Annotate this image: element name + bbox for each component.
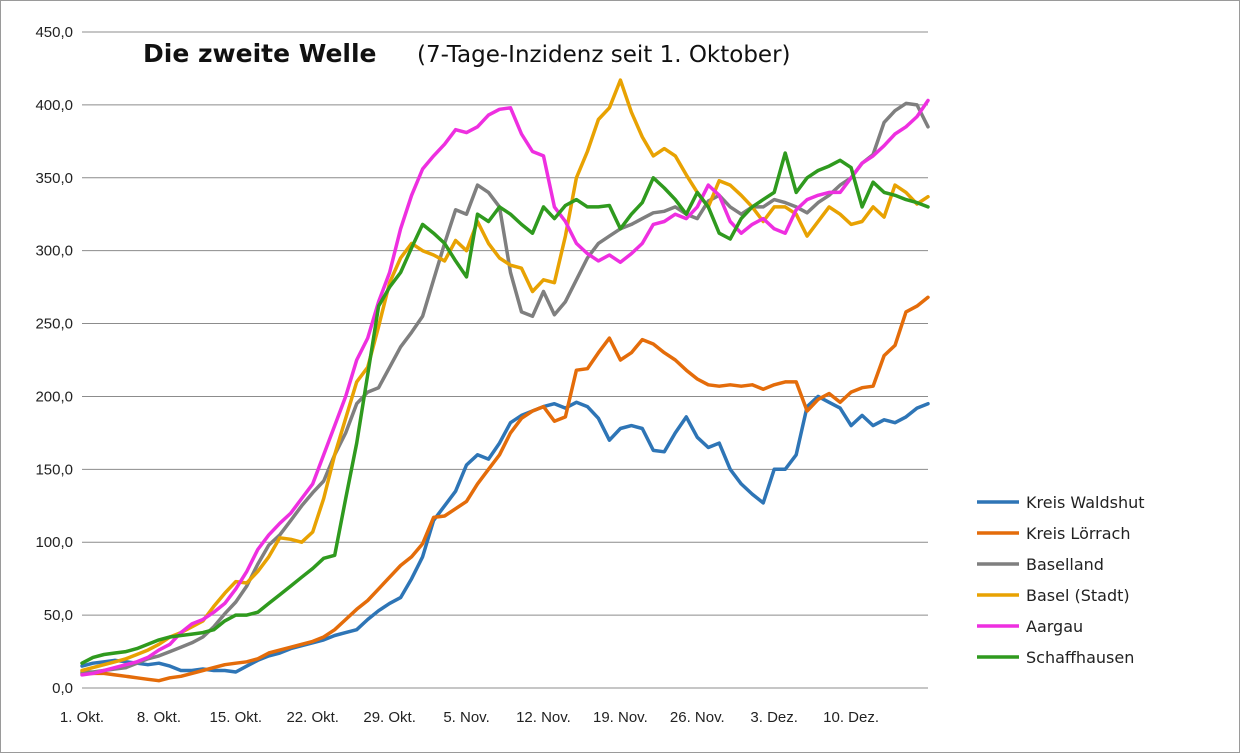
series-line-schaffhausen xyxy=(80,151,930,665)
x-tick-label: 29. Okt. xyxy=(363,709,416,726)
x-tick-label: 8. Okt. xyxy=(137,709,181,726)
legend-item: Schaffhausen xyxy=(977,648,1134,667)
y-tick-label: 200,0 xyxy=(35,388,73,405)
series-line-basel-stadt xyxy=(80,78,930,673)
y-tick-label: 150,0 xyxy=(35,461,73,478)
x-tick-label: 10. Dez. xyxy=(823,709,879,726)
legend-label: Kreis Waldshut xyxy=(1026,493,1145,512)
y-tick-label: 100,0 xyxy=(35,534,73,551)
y-tick-label: 50,0 xyxy=(44,607,73,624)
legend-item: Kreis Waldshut xyxy=(977,493,1145,512)
legend-label: Schaffhausen xyxy=(1026,648,1134,667)
series-line-kreis-l-rrach xyxy=(80,295,930,683)
y-tick-label: 0,0 xyxy=(52,680,73,697)
series-line-aargau xyxy=(80,98,930,677)
legend-label: Aargau xyxy=(1026,617,1083,636)
y-tick-label: 350,0 xyxy=(35,170,73,187)
legend-item: Basel (Stadt) xyxy=(977,586,1130,605)
legend: Kreis Waldshut Kreis Lörrach Baselland Base… xyxy=(977,493,1145,667)
x-tick-label: 3. Dez. xyxy=(750,709,798,726)
x-tick-label: 15. Okt. xyxy=(210,709,263,726)
x-tick-label: 5. Nov. xyxy=(443,709,489,726)
x-axis-tick-labels: 1. Okt. 8. Okt. 15. Okt. 22. Okt. 29. Okt. 5.… xyxy=(60,709,879,726)
gridlines xyxy=(82,31,928,616)
x-tick-label: 19. Nov. xyxy=(593,709,648,726)
legend-item: Kreis Lörrach xyxy=(977,524,1130,543)
legend-label: Kreis Lörrach xyxy=(1026,524,1130,543)
series-line-kreis-waldshut xyxy=(80,394,930,674)
series-line-baselland xyxy=(80,101,930,674)
y-tick-label: 300,0 xyxy=(35,243,73,260)
x-tick-label: 1. Okt. xyxy=(60,709,104,726)
x-tick-label: 22. Okt. xyxy=(286,709,339,726)
chart-subtitle: (7-Tage-Inzidenz seit 1. Oktober) xyxy=(417,42,791,68)
y-tick-label: 450,0 xyxy=(35,24,73,41)
series-lines xyxy=(80,78,930,683)
x-tick-label: 26. Nov. xyxy=(670,709,725,726)
legend-item: Aargau xyxy=(977,617,1083,636)
legend-label: Baselland xyxy=(1026,555,1104,574)
legend-label: Basel (Stadt) xyxy=(1026,586,1130,605)
chart-title: Die zweite Welle xyxy=(143,39,377,68)
y-tick-label: 400,0 xyxy=(35,97,73,114)
x-tick-label: 12. Nov. xyxy=(516,709,571,726)
y-tick-label: 250,0 xyxy=(35,316,73,333)
y-axis-tick-labels: 0,0 50,0 100,0 150,0 200,0 250,0 300,0 350,0 400… xyxy=(35,24,73,697)
legend-item: Baselland xyxy=(977,555,1104,574)
